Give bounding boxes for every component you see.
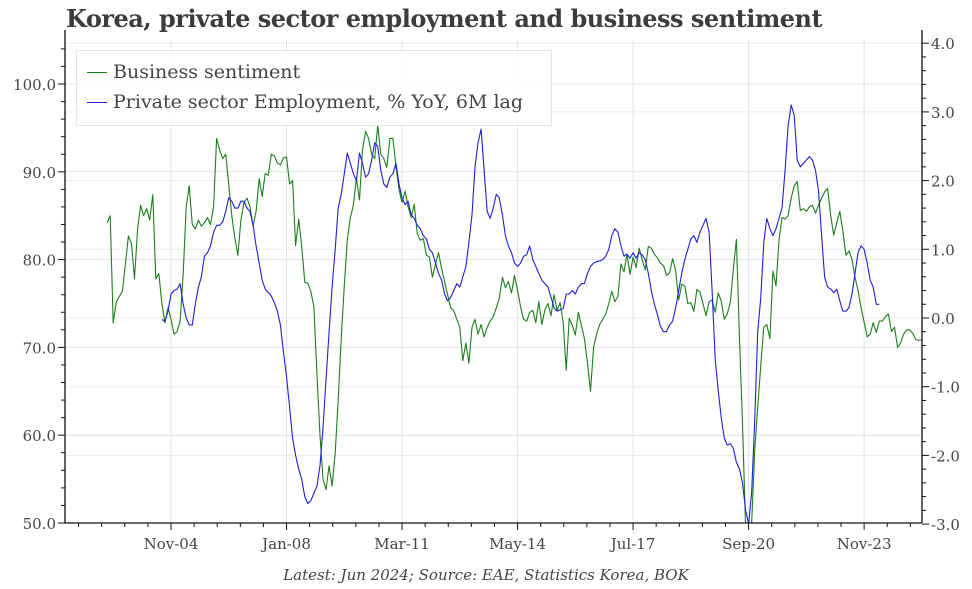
legend-item-business-sentiment: Business sentiment xyxy=(87,61,300,83)
svg-text:60.0: 60.0 xyxy=(23,427,56,445)
business-sentiment-line xyxy=(106,124,922,523)
svg-text:4.0: 4.0 xyxy=(931,35,955,53)
svg-text:90.0: 90.0 xyxy=(23,164,56,182)
svg-text:Jan-08: Jan-08 xyxy=(260,535,311,553)
svg-text:-2.0: -2.0 xyxy=(931,447,960,465)
svg-text:Jul-17: Jul-17 xyxy=(609,535,656,553)
svg-text:Nov-23: Nov-23 xyxy=(837,535,892,553)
svg-text:Mar-11: Mar-11 xyxy=(374,535,430,553)
svg-text:May-14: May-14 xyxy=(489,535,546,553)
legend-swatch-blue xyxy=(87,101,107,103)
series-lines xyxy=(106,104,922,523)
svg-text:100.0: 100.0 xyxy=(13,76,56,94)
legend: Business sentiment Private sector Employ… xyxy=(76,50,552,126)
svg-text:2.0: 2.0 xyxy=(931,173,955,191)
svg-text:Sep-20: Sep-20 xyxy=(722,535,775,553)
chart-title: Korea, private sector employment and bus… xyxy=(66,4,823,33)
axes: 50.0 60.0 70.0 80.0 90.0 100.0 -3.0 -2.0 -1.0 0.0… xyxy=(13,30,960,553)
legend-item-employment: Private sector Employment, % YoY, 6M lag xyxy=(87,91,523,113)
legend-label: Private sector Employment, % YoY, 6M lag xyxy=(113,91,524,113)
svg-text:3.0: 3.0 xyxy=(931,104,955,122)
employment-line xyxy=(161,104,880,523)
legend-swatch-green xyxy=(87,71,107,73)
svg-text:-1.0: -1.0 xyxy=(931,379,960,397)
svg-text:50.0: 50.0 xyxy=(23,515,56,533)
svg-text:80.0: 80.0 xyxy=(23,252,56,270)
svg-text:1.0: 1.0 xyxy=(931,241,955,259)
svg-text:Nov-04: Nov-04 xyxy=(144,535,199,553)
svg-text:70.0: 70.0 xyxy=(23,339,56,357)
svg-text:-3.0: -3.0 xyxy=(931,516,960,534)
legend-label: Business sentiment xyxy=(113,61,301,83)
svg-text:0.0: 0.0 xyxy=(931,310,955,328)
source-note: Latest: Jun 2024; Source: EAE, Statistic… xyxy=(283,566,689,584)
